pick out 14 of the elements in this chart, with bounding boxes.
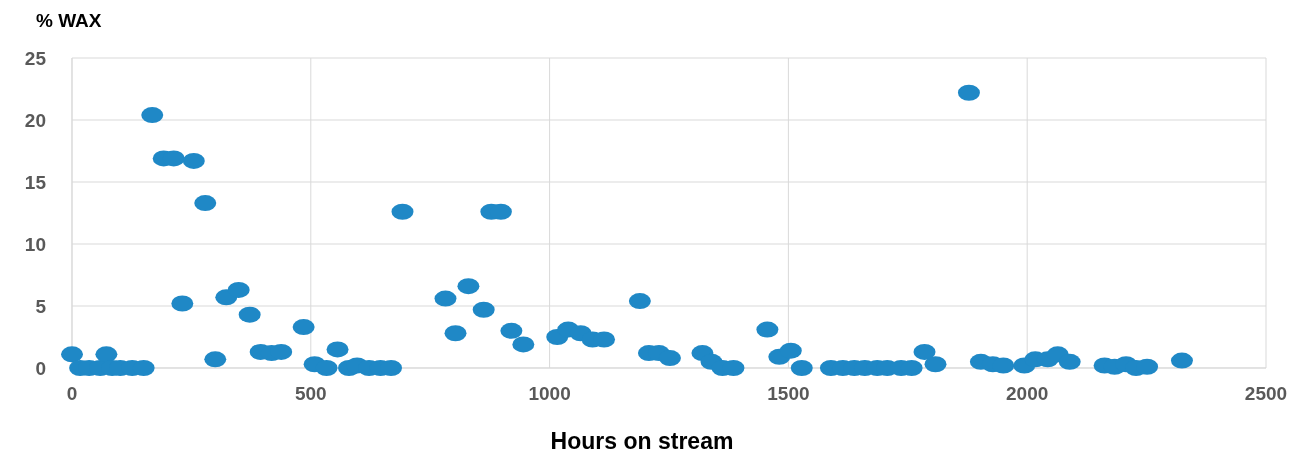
y-tick-label: 10	[24, 234, 46, 255]
x-tick-label: 2000	[1006, 383, 1049, 404]
y-tick-label: 0	[35, 358, 46, 379]
y-tick-label: 25	[24, 48, 47, 69]
x-tick-label: 1000	[528, 383, 571, 404]
x-tick-label: 0	[66, 383, 78, 404]
y-axis-title: % WAX	[36, 10, 102, 31]
x-tick-label: 1500	[767, 383, 810, 404]
y-tick-label: 15	[24, 172, 47, 193]
x-tick-label: 500	[294, 383, 327, 404]
y-tick-label: 20	[24, 110, 46, 131]
x-axis-title: Hours on stream	[550, 428, 734, 454]
y-tick-label: 5	[35, 296, 47, 317]
x-tick-label: 2500	[1244, 383, 1288, 404]
